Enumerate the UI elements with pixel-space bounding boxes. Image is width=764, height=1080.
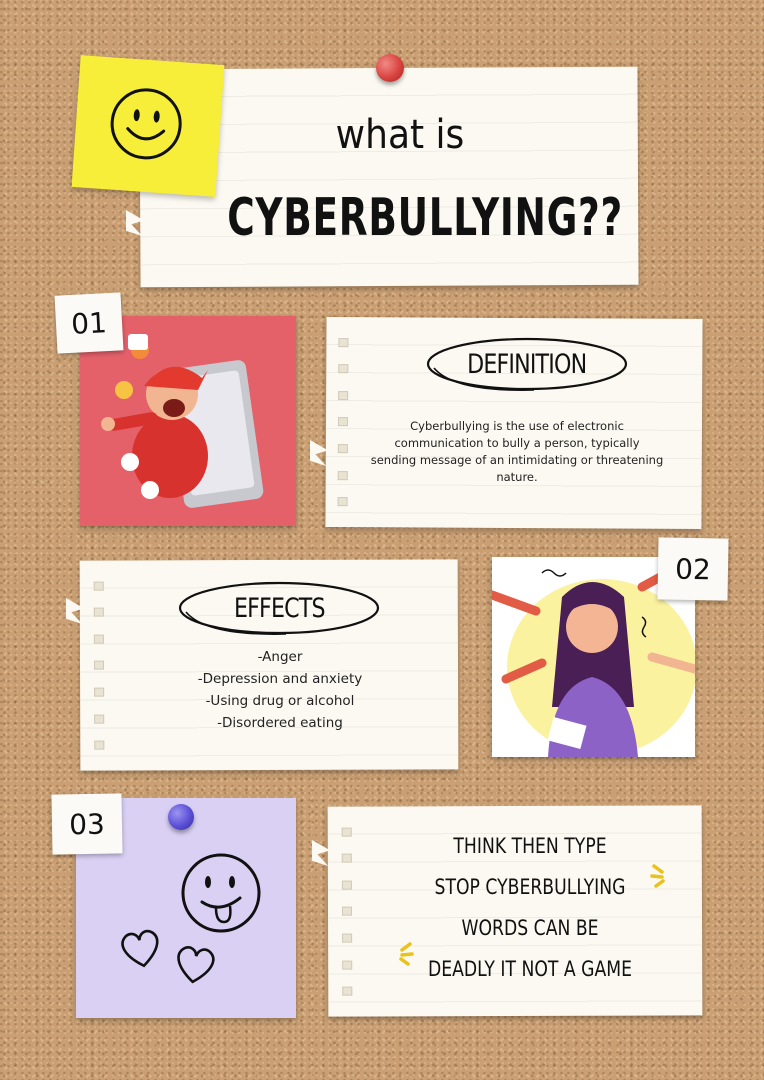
definition-title: DEFINITION xyxy=(467,348,587,380)
image-frame-sad-girl xyxy=(492,557,695,757)
effects-item: -Disordered eating xyxy=(217,715,343,731)
effects-item: -Using drug or alcohol xyxy=(205,693,355,709)
slogan-line: WORDS CAN BE xyxy=(461,916,599,940)
page-title: CYBERBULLYING?? xyxy=(227,188,623,248)
heart-icon xyxy=(121,929,159,968)
slogan-line: DEADLY IT NOT A GAME xyxy=(427,957,633,981)
sparkle-accent-icon xyxy=(650,864,665,888)
effects-item: -Anger xyxy=(257,649,303,665)
effects-heading: EFFECTS xyxy=(176,578,382,638)
sparkle-accent-icon xyxy=(399,942,414,966)
sad-girl-illustration xyxy=(492,569,695,757)
heart-icon xyxy=(177,946,215,984)
hand-drawn-oval xyxy=(178,581,380,635)
effects-item: -Depression and anxiety xyxy=(197,671,363,687)
smiley-face-icon xyxy=(110,88,182,160)
effects-list: -Anger -Depression and anxiety -Using dr… xyxy=(170,646,390,734)
hand-drawn-oval xyxy=(426,337,628,391)
slogan-lines: THINK THEN TYPE STOP CYBERBULLYING WORDS… xyxy=(380,826,680,990)
section-number-02: 02 xyxy=(657,537,729,601)
image-frame-angry-boy xyxy=(80,316,296,526)
section-number-03: 03 xyxy=(51,793,123,855)
slogan-line: STOP CYBERBULLYING xyxy=(434,875,626,899)
section-number-01: 01 xyxy=(54,292,124,354)
slogan-line: THINK THEN TYPE xyxy=(453,834,607,858)
notebook-holes xyxy=(341,819,355,1005)
definition-text: Cyberbullying is the use of electronic c… xyxy=(370,419,664,484)
blue-push-pin-icon xyxy=(168,804,194,830)
definition-heading: DEFINITION xyxy=(424,334,630,394)
tongue-out-smiley-icon xyxy=(181,853,261,933)
notebook-holes xyxy=(337,329,351,515)
sticky-note-yellow xyxy=(71,55,225,197)
header-line1: what is xyxy=(335,112,465,158)
angry-boy-phone-illustration xyxy=(101,334,264,508)
effects-title: EFFECTS xyxy=(233,592,326,624)
red-push-pin-icon xyxy=(376,54,404,82)
notebook-holes xyxy=(93,573,107,759)
